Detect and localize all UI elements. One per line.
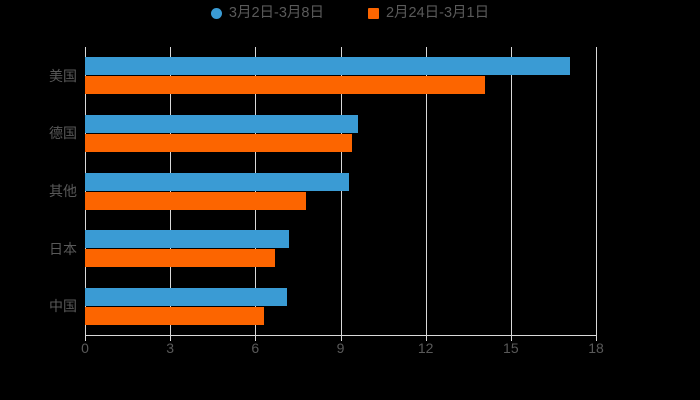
x-axis-tick	[340, 335, 342, 341]
bar-美国-series-0[interactable]	[85, 57, 571, 76]
bar-德国-series-0[interactable]	[85, 114, 358, 133]
gridline	[596, 47, 597, 335]
legend-item-series-0[interactable]: 3月2日-3月8日	[210, 5, 324, 21]
bar-日本-series-0[interactable]	[85, 230, 290, 249]
x-axis-tick-label: 0	[81, 340, 89, 356]
y-axis-category-labels: 美国德国其他日本中国	[0, 47, 77, 335]
x-axis-tick-label: 15	[503, 340, 519, 356]
bar-美国-series-1[interactable]	[85, 76, 486, 95]
x-axis-tick	[85, 335, 86, 341]
legend-label-series-1: 2月24日-3月1日	[385, 5, 490, 21]
x-axis-tick	[510, 335, 512, 341]
y-axis-category-label: 美国	[49, 67, 77, 84]
y-axis-category-label: 其他	[49, 183, 77, 199]
gridline	[425, 47, 427, 335]
y-axis-category-label: 中国	[49, 298, 77, 315]
y-axis-category-label: 日本	[49, 240, 77, 257]
bar-日本-series-1[interactable]	[85, 249, 276, 268]
circle-icon	[210, 7, 222, 19]
x-axis-tick-label: 3	[166, 340, 175, 356]
plot-area	[85, 47, 597, 335]
bar-其他-series-0[interactable]	[85, 172, 350, 191]
x-axis-tick	[596, 335, 597, 341]
gridline	[170, 47, 172, 335]
legend-item-series-1[interactable]: 2月24日-3月1日	[367, 5, 490, 21]
x-axis-tick-label: 9	[336, 340, 345, 356]
x-axis-tick-label: 6	[251, 340, 260, 356]
bar-德国-series-1[interactable]	[85, 133, 352, 152]
x-axis-tick	[425, 335, 427, 341]
gridline	[340, 47, 342, 335]
gridline	[510, 47, 512, 335]
y-axis-category-label: 德国	[49, 125, 77, 142]
x-axis-tick-label: 12	[417, 340, 434, 356]
square-icon	[367, 7, 379, 19]
x-axis-tick-label: 18	[588, 340, 604, 356]
x-axis-tick	[170, 335, 172, 341]
bar-其他-series-1[interactable]	[85, 191, 307, 210]
bar-中国-series-1[interactable]	[85, 306, 264, 325]
chart-legend: 3月2日-3月8日 2月24日-3月1日	[0, 6, 700, 21]
bar-中国-series-0[interactable]	[85, 287, 287, 306]
x-axis-tick	[255, 335, 257, 341]
gridline	[255, 47, 257, 335]
y-axis-line	[85, 47, 86, 335]
legend-label-series-0: 3月2日-3月8日	[228, 5, 324, 21]
